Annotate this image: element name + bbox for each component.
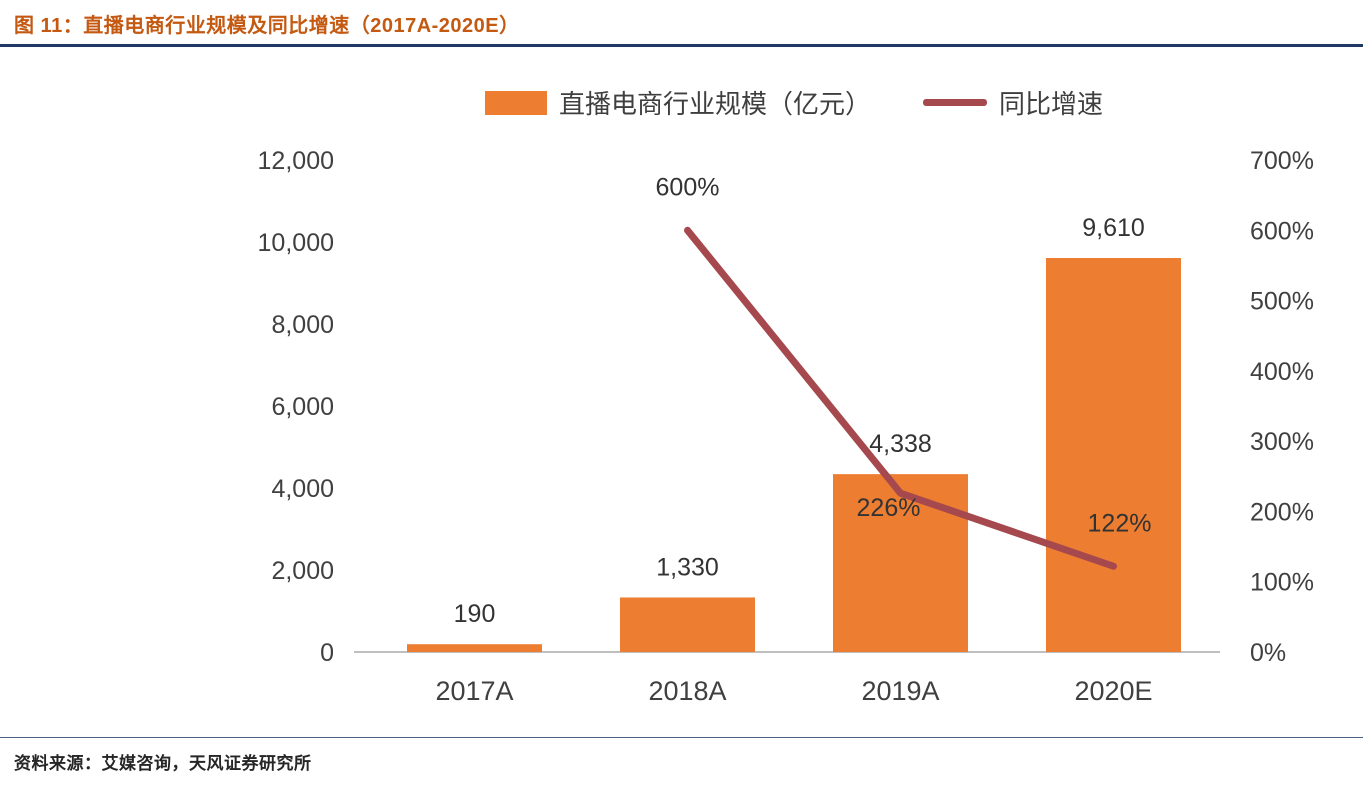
right-axis-tick: 100% xyxy=(1250,569,1314,597)
bar-value-label: 9,610 xyxy=(1082,214,1145,242)
bar-value-label: 190 xyxy=(454,600,496,628)
bar xyxy=(1046,257,1181,652)
growth-line xyxy=(684,226,1117,570)
right-axis-tick: 500% xyxy=(1250,288,1314,316)
line-value-label: 600% xyxy=(656,173,720,201)
left-axis-tick: 12,000 xyxy=(258,147,334,175)
bar xyxy=(833,474,968,652)
line-swatch-icon xyxy=(923,99,987,106)
category-label: 2018A xyxy=(648,676,726,706)
footer-divider xyxy=(0,737,1363,738)
left-axis-tick: 4,000 xyxy=(271,475,334,503)
right-axis-tick: 400% xyxy=(1250,358,1314,386)
category-label: 2020E xyxy=(1074,676,1152,706)
left-axis-tick: 10,000 xyxy=(258,229,334,257)
category-label: 2019A xyxy=(861,676,939,706)
right-axis-tick: 200% xyxy=(1250,498,1314,526)
header-divider xyxy=(0,44,1363,47)
bar-value-label: 1,330 xyxy=(656,553,719,581)
legend-item-bars: 直播电商行业规模（亿元） xyxy=(484,84,871,121)
bar-swatch-icon xyxy=(484,90,547,115)
left-axis-tick: 2,000 xyxy=(271,557,334,585)
bar-value-label: 4,338 xyxy=(869,430,932,458)
source-note: 资料来源：艾媒咨询，天风证券研究所 xyxy=(14,754,312,773)
line-value-label: 226% xyxy=(857,494,921,522)
figure-title: 图 11：直播电商行业规模及同比增速（2017A-2020E） xyxy=(14,15,520,37)
line-value-label: 122% xyxy=(1088,509,1152,537)
legend-bars-label: 直播电商行业规模（亿元） xyxy=(558,89,871,119)
legend-line-label: 同比增速 xyxy=(999,89,1104,119)
chart-legend: 直播电商行业规模（亿元） 同比增速 xyxy=(368,84,1220,121)
left-axis-tick: 6,000 xyxy=(271,393,334,421)
right-axis-tick: 700% xyxy=(1250,147,1314,175)
left-axis-tick: 8,000 xyxy=(271,311,334,339)
legend-item-line: 同比增速 xyxy=(923,84,1103,121)
category-label: 2017A xyxy=(435,676,513,706)
right-axis-tick: 300% xyxy=(1250,428,1314,456)
left-axis-tick: 0 xyxy=(320,639,334,667)
bar xyxy=(620,597,755,652)
bar xyxy=(407,644,542,652)
right-axis-tick: 0% xyxy=(1250,639,1286,667)
right-axis-tick: 600% xyxy=(1250,217,1314,245)
